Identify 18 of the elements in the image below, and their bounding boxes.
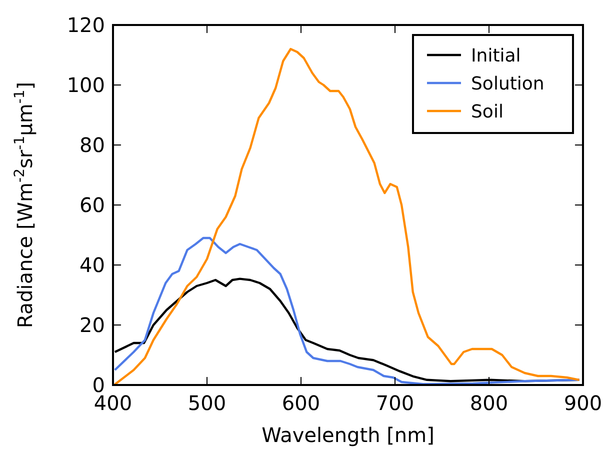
legend-label: Initial	[471, 45, 521, 66]
y-tick-label: 40	[80, 253, 105, 277]
x-tick-label: 600	[282, 391, 320, 415]
x-tick-label: 500	[188, 391, 226, 415]
x-tick-label: 700	[376, 391, 414, 415]
x-tick-label: 400	[94, 391, 132, 415]
y-tick-label: 60	[80, 193, 105, 217]
y-tick-label: 100	[66, 73, 105, 97]
legend-label: Soil	[471, 101, 504, 122]
y-tick-label: 20	[80, 313, 105, 337]
x-tick-label: 800	[470, 391, 508, 415]
x-axis-title: Wavelength [nm]	[262, 423, 434, 447]
line-series	[114, 48, 580, 385]
y-tick-label: 80	[80, 133, 105, 157]
x-tick-label: 900	[564, 391, 602, 415]
legend-label: Solution	[471, 73, 544, 94]
y-tick-label: 120	[66, 13, 105, 37]
line-series	[114, 236, 580, 385]
